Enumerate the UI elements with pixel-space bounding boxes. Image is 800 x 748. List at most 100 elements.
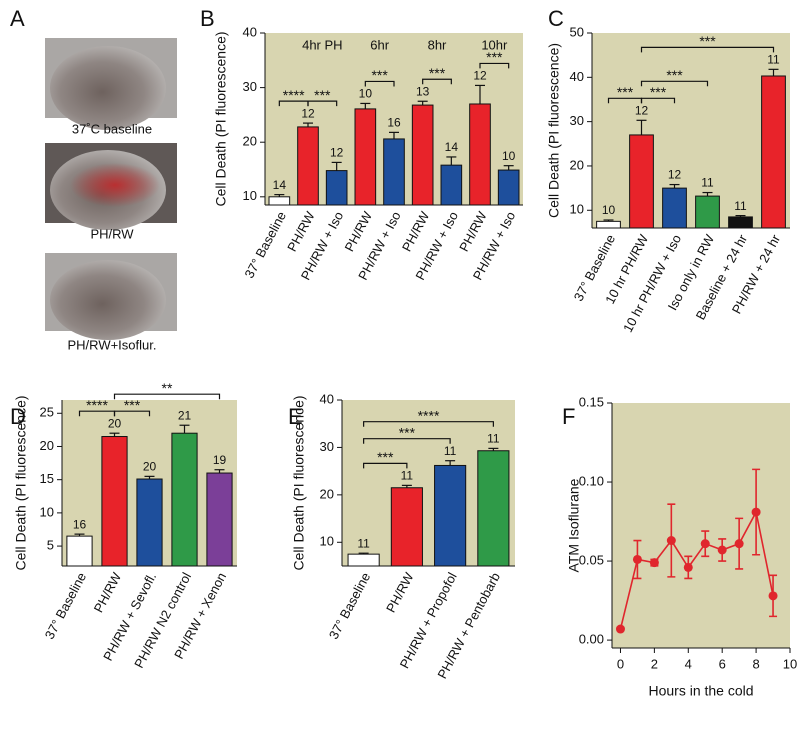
significance-label: **** (86, 397, 108, 413)
x-tick-label: PH/RW (91, 569, 125, 615)
significance-label: *** (666, 67, 683, 83)
y-tick-label: 15 (40, 471, 54, 486)
fluorescence (70, 163, 160, 207)
y-tick-label: 5 (47, 538, 54, 553)
x-tick-label: 37° Baseline (326, 570, 374, 642)
y-tick-label: 50 (570, 24, 584, 39)
y-tick-label: 30 (320, 439, 334, 454)
data-point (768, 591, 778, 601)
caption: 37˚C baseline (72, 121, 152, 136)
n-label: 11 (357, 536, 370, 550)
data-point (700, 539, 710, 549)
panel-letter: D (10, 404, 26, 429)
x-tick-label: 10 (783, 656, 797, 671)
n-label: 12 (473, 69, 487, 83)
significance-label: *** (124, 397, 141, 413)
tissue (50, 260, 166, 340)
significance-label: *** (314, 87, 331, 103)
significance-label: **** (418, 407, 440, 423)
bar (469, 103, 491, 206)
n-label: 11 (701, 176, 714, 190)
significance-bracket (422, 78, 452, 85)
panel-letter: E (288, 404, 303, 429)
significance-label: *** (699, 33, 716, 49)
y-axis-label: ATM Isoflurane (566, 478, 582, 572)
n-label: 16 (387, 116, 401, 130)
bar (497, 169, 520, 206)
group-label: 4hr PH (302, 37, 342, 52)
significance-label: *** (650, 84, 667, 100)
y-tick-label: 0.00 (579, 632, 604, 647)
significance-bracket (113, 393, 221, 400)
y-tick-label: 30 (243, 79, 257, 94)
n-label: 11 (487, 432, 500, 446)
x-axis-label: Hours in the cold (648, 683, 753, 699)
bar (440, 164, 463, 206)
plot-background (612, 403, 790, 648)
y-tick-label: 30 (570, 113, 584, 128)
n-label: 12 (301, 106, 315, 120)
y-tick-label: 20 (320, 486, 334, 501)
y-tick-label: 20 (570, 157, 584, 172)
data-point (734, 539, 744, 549)
y-axis-label: Cell Death (PI fluorescence) (213, 31, 229, 206)
n-label: 12 (668, 168, 682, 182)
y-tick-label: 40 (570, 69, 584, 84)
y-tick-label: 10 (570, 202, 584, 217)
group-label: 8hr (428, 37, 447, 52)
y-tick-label: 10 (243, 188, 257, 203)
caption: PH/RW (90, 226, 134, 241)
data-point (632, 554, 642, 564)
bar (761, 75, 786, 229)
y-axis-label: Cell Death (PI fluorescence) (546, 43, 562, 218)
n-label: 12 (635, 103, 649, 117)
data-point (615, 624, 625, 634)
panel-letter: A (10, 6, 25, 31)
x-tick-label: 4 (685, 656, 692, 671)
bar (695, 195, 720, 229)
n-label: 11 (734, 199, 747, 213)
n-label: 20 (143, 460, 157, 474)
x-tick-label: 37° Baseline (42, 570, 90, 642)
data-line (619, 509, 774, 630)
n-label: 10 (359, 87, 373, 101)
bar (268, 196, 291, 206)
bar (136, 478, 163, 567)
bar (390, 487, 423, 567)
n-label: 10 (602, 203, 616, 217)
significance-bracket (364, 80, 395, 87)
data-point (751, 507, 761, 517)
bar (411, 104, 434, 206)
y-tick-label: 20 (40, 438, 54, 453)
bar (383, 138, 405, 206)
bar (728, 216, 753, 229)
bar (354, 108, 377, 206)
bar (347, 553, 380, 567)
x-tick-label: 6 (719, 656, 726, 671)
y-tick-label: 20 (243, 134, 257, 149)
x-tick-label: PH/RW (383, 569, 417, 615)
caption: PH/RW+Isoflur. (68, 337, 157, 352)
significance-bracket (640, 80, 709, 87)
n-label: 20 (108, 416, 122, 430)
panel-letter: B (200, 6, 215, 31)
n-label: 12 (330, 146, 344, 160)
x-tick-label: 8 (752, 656, 759, 671)
data-point (666, 536, 676, 546)
group-label: 10hr (481, 37, 508, 52)
significance-label: ** (162, 380, 173, 396)
n-label: 14 (445, 140, 459, 154)
plot-background (592, 33, 790, 228)
y-axis-label: Cell Death (PI fluorescence) (13, 395, 29, 570)
panel-letter: C (548, 6, 564, 31)
y-tick-label: 40 (320, 391, 334, 406)
x-tick-label: 2 (651, 656, 658, 671)
significance-label: *** (377, 449, 394, 465)
significance-label: *** (371, 67, 388, 83)
n-label: 16 (73, 517, 87, 531)
significance-bracket (113, 410, 151, 417)
y-axis-label: Cell Death (PI fluorescence) (291, 395, 307, 570)
group-label: 6hr (370, 37, 389, 52)
data-point (717, 545, 727, 555)
